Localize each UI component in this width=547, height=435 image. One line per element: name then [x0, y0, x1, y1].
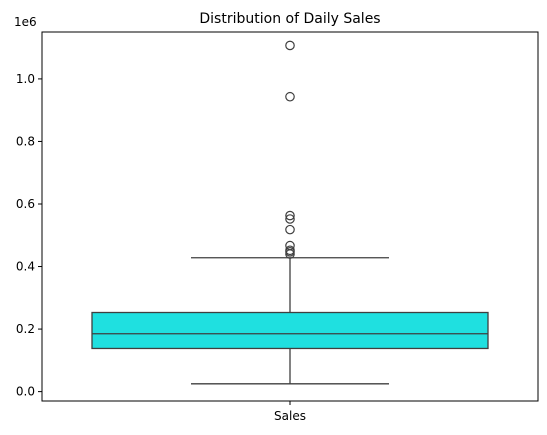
outlier-point	[285, 40, 295, 51]
chart-title: Distribution of Daily Sales	[199, 11, 380, 27]
y-axis: 0.0 0.2 0.4 0.6 0.8 1.0	[16, 72, 42, 399]
y-tick-label: 0.0	[16, 385, 35, 399]
y-tick-label: 0.2	[16, 322, 35, 336]
outlier-point	[285, 245, 295, 256]
y-tick-label: 0.8	[16, 134, 35, 148]
y-tick-label: 0.6	[16, 197, 35, 211]
iqr-box	[91, 311, 489, 350]
x-tick-label: Sales	[274, 409, 306, 423]
y-axis-offset-label: 1e6	[14, 15, 37, 29]
outlier-point	[285, 214, 295, 224]
outlier-point	[285, 91, 295, 102]
y-tick-label: 0.4	[16, 260, 35, 274]
x-axis: Sales	[274, 401, 306, 423]
outlier-point	[285, 210, 295, 221]
plot-area	[91, 40, 489, 385]
outlier-point	[285, 240, 295, 251]
outlier-point	[285, 224, 295, 235]
y-tick-label: 1.0	[16, 72, 35, 86]
